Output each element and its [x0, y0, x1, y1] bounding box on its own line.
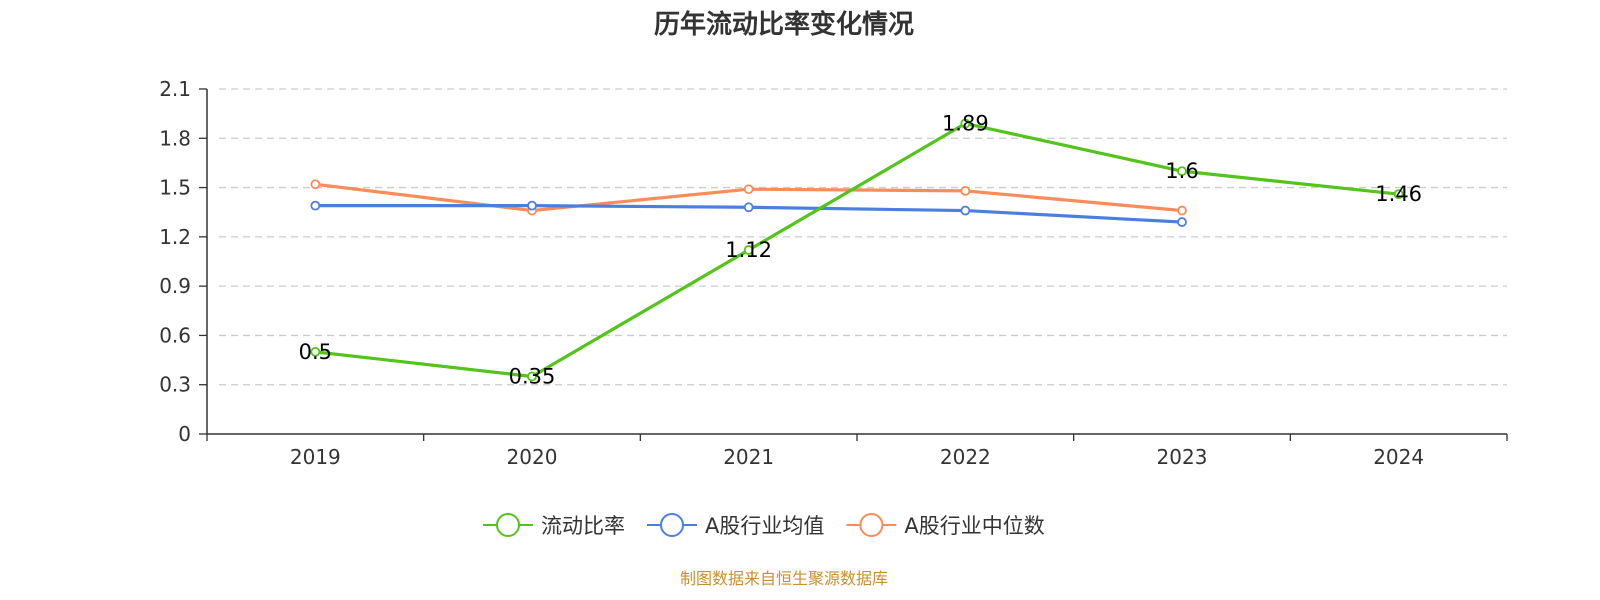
data-point[interactable]	[310, 346, 321, 357]
legend-label: A股行业均值	[705, 514, 824, 538]
data-labels: 0.5 0.35 1.12 1.89 1.6 1.46	[299, 112, 1422, 389]
y-tick-label: 0	[178, 422, 191, 446]
data-point[interactable]	[527, 200, 537, 211]
data-point[interactable]	[1177, 205, 1187, 216]
data-point[interactable]	[743, 245, 754, 255]
y-tick-label: 1.2	[159, 225, 191, 249]
legend-item[interactable]: 流动比率	[483, 513, 625, 538]
legend-item[interactable]: A股行业中位数	[846, 513, 1045, 538]
data-label: 1.89	[942, 112, 989, 136]
x-tick-label: 2023	[1157, 445, 1208, 469]
legend-item[interactable]: A股行业均值	[647, 513, 824, 538]
data-point[interactable]	[1177, 217, 1187, 227]
data-point[interactable]	[960, 185, 971, 196]
y-tick-label: 1.8	[159, 126, 191, 150]
data-point[interactable]	[743, 184, 754, 195]
x-tick-label: 2019	[290, 445, 341, 469]
x-tick-label: 2022	[940, 445, 991, 469]
data-label: 1.12	[725, 238, 772, 262]
data-point[interactable]	[527, 371, 537, 382]
legend-marker	[496, 513, 520, 537]
x-tick-label: 2024	[1373, 445, 1424, 469]
legend-marker	[660, 513, 684, 537]
data-label: 1.46	[1375, 182, 1422, 206]
x-tick-label: 2020	[507, 445, 558, 469]
source-note: 制图数据来自恒生聚源数据库	[680, 569, 888, 588]
data-label: 0.5	[299, 340, 332, 364]
data-point[interactable]	[1177, 166, 1187, 177]
data-point[interactable]	[743, 202, 754, 213]
legend-marker	[859, 513, 884, 537]
data-point[interactable]	[310, 200, 321, 211]
y-tick-label: 0.6	[159, 323, 191, 347]
data-point[interactable]	[960, 205, 971, 216]
data-point[interactable]	[310, 179, 321, 190]
data-point[interactable]	[960, 118, 971, 129]
data-label: 1.6	[1165, 159, 1198, 183]
y-tick-label: 1.5	[159, 176, 191, 200]
chart-title: 历年流动比率变化情况	[654, 9, 914, 40]
y-tick-label: 0.3	[159, 373, 191, 397]
gridlines	[219, 88, 1507, 386]
legend[interactable]: 流动比率 A股行业均值 A股行业中位数	[483, 513, 1045, 538]
x-tick-label: 2021	[723, 445, 774, 469]
series-line	[315, 121, 1399, 379]
data-point[interactable]	[1393, 189, 1404, 200]
axes: 0 0.3 0.6 0.9 1.2 1.5 1.8 2.1 2019 2020 2021 2022 20…	[159, 77, 1508, 469]
data-label: 0.35	[509, 365, 556, 389]
y-tick-label: 0.9	[159, 274, 191, 298]
legend-label: 流动比率	[541, 514, 625, 538]
legend-label: A股行业中位数	[904, 514, 1044, 538]
series-lines	[310, 118, 1404, 382]
y-tick-label: 2.1	[159, 77, 191, 101]
